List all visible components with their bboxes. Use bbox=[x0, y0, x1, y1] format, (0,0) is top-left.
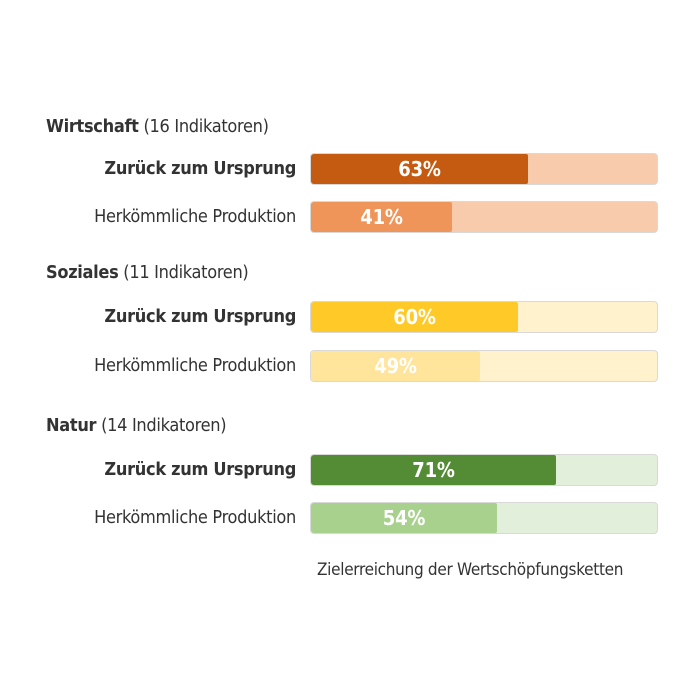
bar-fill bbox=[311, 503, 497, 533]
group-title-soziales: Soziales (11 Indikatoren) bbox=[46, 262, 249, 283]
bar-track: 63% bbox=[310, 153, 658, 185]
bar-fill bbox=[311, 351, 480, 381]
group-title-natur: Natur (14 Indikatoren) bbox=[46, 415, 227, 436]
bar-value-label: 54% bbox=[382, 506, 426, 530]
group-title-wirtschaft: Wirtschaft (16 Indikatoren) bbox=[46, 116, 269, 137]
group-name: Wirtschaft bbox=[46, 116, 139, 137]
bar-track: 54% bbox=[310, 502, 658, 534]
bar-label: Herkömmliche Produktion bbox=[94, 507, 296, 528]
bar-label: Herkömmliche Produktion bbox=[94, 355, 296, 376]
bar-label: Zurück zum Ursprung bbox=[104, 459, 296, 480]
bar-fill bbox=[311, 302, 518, 332]
bar-value-label: 63% bbox=[398, 157, 441, 181]
bar-track: 71% bbox=[310, 454, 658, 486]
group-indicator-count: (16 Indikatoren) bbox=[138, 116, 269, 137]
bar-label: Zurück zum Ursprung bbox=[104, 158, 296, 179]
group-name: Soziales bbox=[46, 262, 119, 283]
chart-footer-caption: Zielerreichung der Wertschöpfungsketten bbox=[317, 560, 624, 580]
bar-track: 60% bbox=[310, 301, 658, 333]
group-name: Natur bbox=[46, 415, 97, 436]
bar-value-label: 60% bbox=[393, 305, 436, 329]
bar-fill bbox=[311, 455, 556, 485]
bar-value-label: 41% bbox=[360, 205, 403, 229]
group-indicator-count: (11 Indikatoren) bbox=[118, 262, 249, 283]
bar-track: 49% bbox=[310, 350, 658, 382]
bar-track: 41% bbox=[310, 201, 658, 233]
bar-fill bbox=[311, 154, 528, 184]
bar-label: Herkömmliche Produktion bbox=[94, 206, 296, 227]
bar-label: Zurück zum Ursprung bbox=[104, 306, 296, 327]
bar-value-label: 49% bbox=[374, 354, 417, 378]
group-indicator-count: (14 Indikatoren) bbox=[96, 415, 227, 436]
bar-value-label: 71% bbox=[412, 458, 455, 482]
bar-fill bbox=[311, 202, 452, 232]
